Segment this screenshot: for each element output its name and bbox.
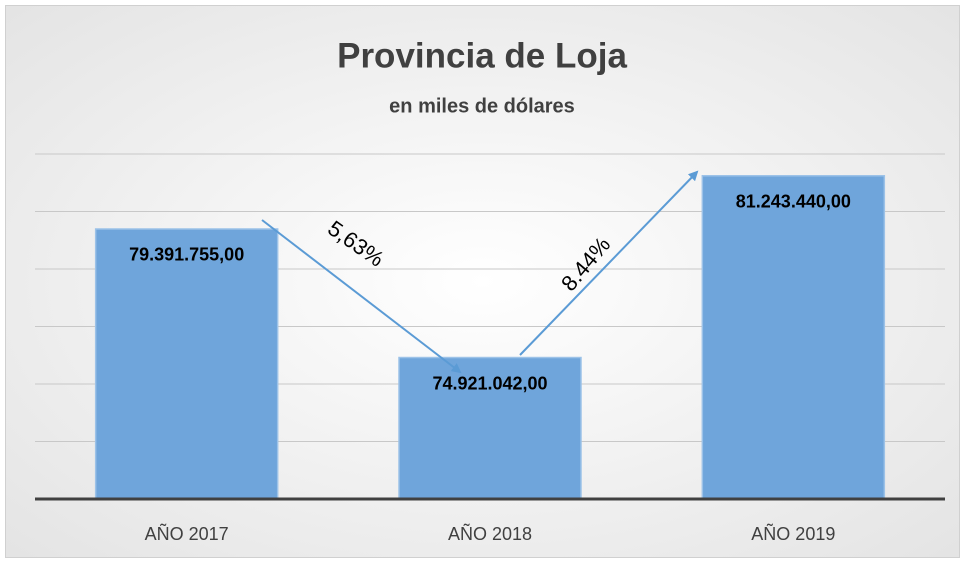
arrow (519, 170, 699, 356)
arrow (261, 219, 462, 374)
bar (94, 228, 279, 500)
data-label: 79.391.755,00 (129, 245, 244, 265)
chart-title: Provincia de Loja (337, 36, 627, 75)
data-label: 81.243.440,00 (736, 192, 851, 212)
data-label: 74.921.042,00 (432, 373, 547, 393)
x-tick-label: AÑO 2019 (751, 523, 835, 544)
x-tick-label: AÑO 2018 (448, 523, 532, 544)
bar (398, 356, 582, 500)
chart-subtitle: en miles de dólares (389, 95, 575, 117)
bar (701, 175, 886, 500)
x-tick-label: AÑO 2017 (145, 523, 229, 544)
bars: 79.391.755,00 74.921.042,00 81.243.440,00 (94, 175, 886, 500)
